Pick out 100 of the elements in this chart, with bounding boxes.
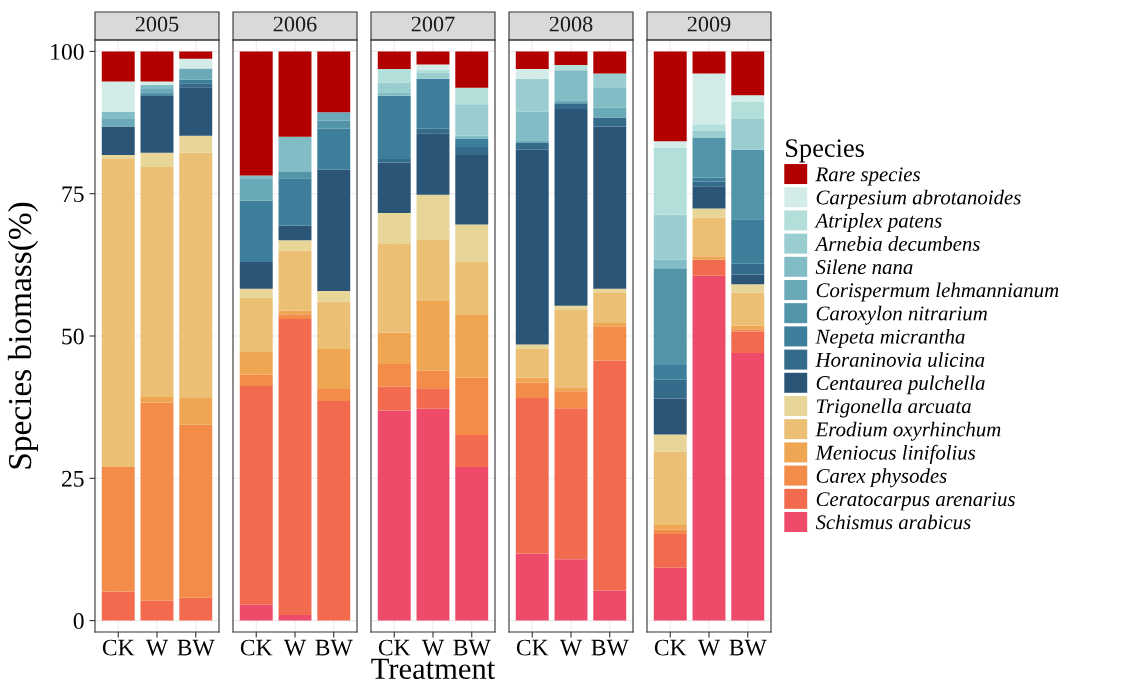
legend-label: Carex physodes [816,468,947,488]
bar [554,51,588,66]
bar [377,243,411,333]
bar [653,51,687,142]
bar [101,591,135,621]
bar [653,268,687,366]
bar [239,288,273,298]
bar [140,92,174,96]
bar [278,314,312,319]
legend-label: Centaurea pulchella [816,375,985,395]
bar [455,377,489,436]
chart-title: 2008 [549,16,593,32]
bar [278,614,312,621]
bar [278,178,312,226]
bar [731,284,765,293]
legend-label: Silene nana [815,259,913,275]
bar [593,51,627,74]
bar [593,292,627,323]
x-tick-label: BW [177,639,215,656]
bar [239,175,273,179]
legend-label: Arnebia decumbens [814,236,980,251]
bar [593,360,627,591]
y-tick-label: 75 [62,186,84,203]
bar [140,51,174,82]
bar [377,332,411,364]
bar [140,402,174,601]
bar [455,466,489,621]
x-tick-label: CK [654,639,687,656]
legend-label: Corispermum lehmannianum [816,282,1059,302]
bar [377,410,411,621]
legend-label: Carpesium abrotanoides [816,189,1021,209]
bar [377,92,411,96]
bar [416,64,450,70]
bar [593,326,627,361]
bar [692,208,726,218]
bar [239,386,273,605]
legend-label: Caroxylon nitrarium [816,305,987,325]
bar [692,51,726,74]
bar [179,398,213,425]
bar [554,103,588,109]
bar [179,58,213,69]
bar [278,240,312,251]
legend-label: Nepeta micrantha [815,329,965,348]
bar [692,275,726,621]
bar [101,154,135,159]
bar [515,149,549,345]
bar [416,370,450,389]
bar [140,95,174,153]
bar [278,136,312,173]
bar [179,68,213,80]
y-tick-label: 100 [51,43,84,60]
bar [692,186,726,209]
bar [653,434,687,452]
y-tick-label: 0 [73,613,84,630]
chart-title: 2005 [135,16,179,32]
bar [416,300,450,371]
bar [101,119,135,127]
bar [731,353,765,621]
bar [515,349,549,378]
legend-label: Erodium oxyrhinchum [815,421,1001,441]
bar [377,69,411,83]
x-tick-label: W [283,639,307,656]
x-tick-label: CK [240,639,273,656]
x-tick-label: CK [102,639,135,656]
bar [731,274,765,285]
bar [593,590,627,621]
bar [731,331,765,354]
bar [179,152,213,399]
bar [455,314,489,378]
bar [239,200,273,262]
bar [731,292,765,326]
legend-label: Meniocus linifolius [815,444,976,464]
bar [692,130,726,138]
bar [731,95,765,102]
x-tick-label: W [559,639,583,656]
bar [278,310,312,315]
bar [101,158,135,467]
bar [554,100,588,104]
bar [653,365,687,380]
bar [731,101,765,120]
bar [179,597,213,621]
bar [692,217,726,257]
bar [554,108,588,306]
bar [593,117,627,127]
bar [278,250,312,311]
bar [515,140,549,144]
bar [554,309,588,388]
bar [455,51,489,88]
bar [416,194,450,240]
bar [317,112,351,121]
bar [692,124,726,131]
bar [140,600,174,621]
bar [317,51,351,113]
bar [179,87,213,136]
legend-label: Trigonella arcuata [816,398,971,418]
legend-label: Schismus arabicus [815,514,971,530]
bar [416,51,450,65]
bar [377,95,411,159]
x-tick-label: BW [729,639,767,656]
bar [653,534,687,568]
